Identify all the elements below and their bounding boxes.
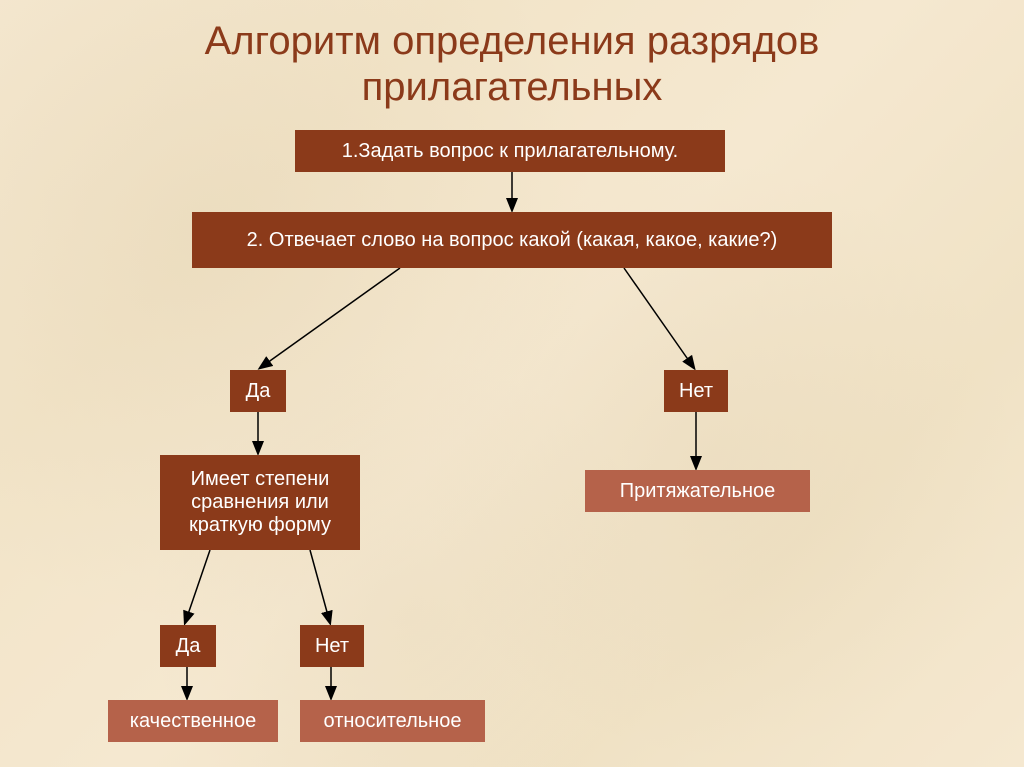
arrow-2 <box>624 268 694 368</box>
node-no1: Нет <box>664 370 728 412</box>
flowchart-arrows <box>0 0 1024 767</box>
node-step2: 2. Отвечает слово на вопрос какой (какая… <box>192 212 832 268</box>
node-step1: 1.Задать вопрос к прилагательному. <box>295 130 725 172</box>
node-possessive: Притяжательное <box>585 470 810 512</box>
node-qualitative: качественное <box>108 700 278 742</box>
arrow-5 <box>185 550 210 623</box>
node-comparison: Имеет степени сравнения или краткую форм… <box>160 455 360 550</box>
node-no2: Нет <box>300 625 364 667</box>
arrow-6 <box>310 550 330 623</box>
arrow-1 <box>260 268 400 368</box>
node-relative: относительное <box>300 700 485 742</box>
node-yes2: Да <box>160 625 216 667</box>
node-yes1: Да <box>230 370 286 412</box>
